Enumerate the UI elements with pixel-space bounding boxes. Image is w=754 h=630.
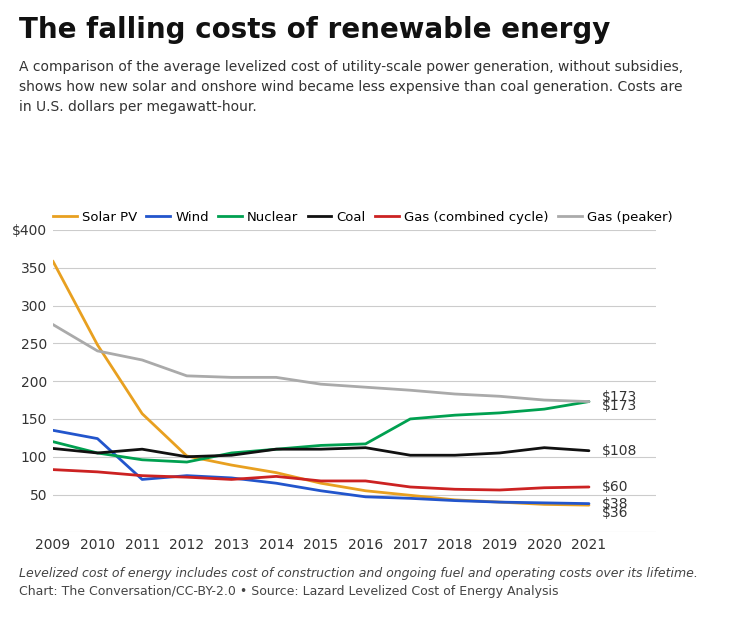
Nuclear: [93, 449, 102, 457]
Wind: [227, 474, 236, 482]
Line: Gas (peaker): Gas (peaker): [53, 324, 589, 401]
Wind: [138, 476, 147, 483]
Text: $108: $108: [602, 444, 638, 458]
Solar PV: [182, 452, 192, 460]
Gas (combined cycle): [406, 483, 415, 491]
Solar PV: [271, 469, 280, 476]
Gas (peaker): [406, 386, 415, 394]
Coal: [540, 444, 549, 452]
Wind: [361, 493, 370, 501]
Wind: [495, 498, 504, 506]
Gas (combined cycle): [450, 486, 459, 493]
Gas (combined cycle): [540, 484, 549, 491]
Text: $173: $173: [602, 390, 638, 404]
Nuclear: [540, 405, 549, 413]
Solar PV: [406, 491, 415, 499]
Nuclear: [182, 458, 192, 466]
Solar PV: [138, 410, 147, 418]
Gas (combined cycle): [48, 466, 57, 473]
Wind: [317, 487, 326, 495]
Gas (combined cycle): [584, 483, 593, 491]
Gas (peaker): [540, 396, 549, 404]
Coal: [48, 445, 57, 452]
Solar PV: [93, 341, 102, 348]
Gas (peaker): [93, 347, 102, 355]
Coal: [361, 444, 370, 452]
Coal: [495, 449, 504, 457]
Solar PV: [450, 496, 459, 503]
Gas (peaker): [450, 390, 459, 398]
Gas (peaker): [227, 374, 236, 381]
Coal: [138, 445, 147, 453]
Text: A comparison of the average levelized cost of utility-scale power generation, wi: A comparison of the average levelized co…: [19, 60, 683, 114]
Nuclear: [317, 442, 326, 449]
Text: The falling costs of renewable energy: The falling costs of renewable energy: [19, 16, 610, 43]
Gas (combined cycle): [317, 477, 326, 484]
Gas (combined cycle): [182, 473, 192, 481]
Text: $36: $36: [602, 506, 629, 520]
Gas (peaker): [48, 321, 57, 328]
Wind: [48, 427, 57, 434]
Coal: [406, 452, 415, 459]
Nuclear: [138, 456, 147, 464]
Text: $60: $60: [602, 480, 629, 494]
Gas (peaker): [495, 392, 504, 400]
Gas (combined cycle): [93, 468, 102, 476]
Text: Chart: The Conversation/CC-BY-2.0 • Source: Lazard Levelized Cost of Energy Anal: Chart: The Conversation/CC-BY-2.0 • Sour…: [19, 585, 559, 598]
Text: $173: $173: [602, 399, 638, 413]
Coal: [584, 447, 593, 454]
Gas (peaker): [138, 356, 147, 364]
Wind: [406, 495, 415, 502]
Coal: [227, 452, 236, 459]
Solar PV: [495, 498, 504, 506]
Gas (combined cycle): [361, 477, 370, 484]
Nuclear: [495, 409, 504, 416]
Coal: [317, 445, 326, 453]
Nuclear: [584, 398, 593, 405]
Gas (peaker): [361, 384, 370, 391]
Gas (combined cycle): [271, 472, 280, 480]
Coal: [271, 445, 280, 453]
Nuclear: [450, 411, 459, 419]
Wind: [540, 499, 549, 507]
Gas (peaker): [317, 381, 326, 388]
Nuclear: [406, 415, 415, 423]
Coal: [93, 449, 102, 457]
Solar PV: [227, 461, 236, 469]
Wind: [584, 500, 593, 507]
Gas (combined cycle): [495, 486, 504, 494]
Line: Coal: Coal: [53, 448, 589, 457]
Wind: [450, 497, 459, 505]
Legend: Solar PV, Wind, Nuclear, Coal, Gas (combined cycle), Gas (peaker): Solar PV, Wind, Nuclear, Coal, Gas (comb…: [53, 211, 673, 224]
Gas (peaker): [182, 372, 192, 380]
Nuclear: [48, 438, 57, 445]
Gas (combined cycle): [138, 472, 147, 479]
Wind: [182, 472, 192, 479]
Text: Levelized cost of energy includes cost of construction and ongoing fuel and oper: Levelized cost of energy includes cost o…: [19, 567, 697, 580]
Solar PV: [540, 501, 549, 508]
Gas (peaker): [271, 374, 280, 381]
Coal: [450, 452, 459, 459]
Nuclear: [227, 449, 236, 457]
Nuclear: [361, 440, 370, 448]
Line: Solar PV: Solar PV: [53, 261, 589, 505]
Gas (combined cycle): [227, 476, 236, 483]
Nuclear: [271, 445, 280, 453]
Line: Gas (combined cycle): Gas (combined cycle): [53, 469, 589, 490]
Text: $38: $38: [602, 496, 629, 511]
Coal: [182, 453, 192, 461]
Solar PV: [48, 257, 57, 265]
Solar PV: [317, 479, 326, 487]
Line: Wind: Wind: [53, 430, 589, 503]
Wind: [93, 435, 102, 442]
Line: Nuclear: Nuclear: [53, 401, 589, 462]
Solar PV: [361, 487, 370, 495]
Wind: [271, 479, 280, 487]
Gas (peaker): [584, 398, 593, 405]
Solar PV: [584, 501, 593, 509]
